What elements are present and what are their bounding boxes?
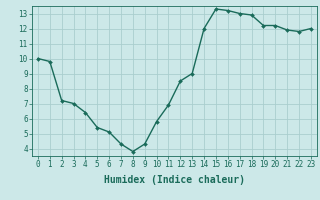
X-axis label: Humidex (Indice chaleur): Humidex (Indice chaleur) — [104, 175, 245, 185]
